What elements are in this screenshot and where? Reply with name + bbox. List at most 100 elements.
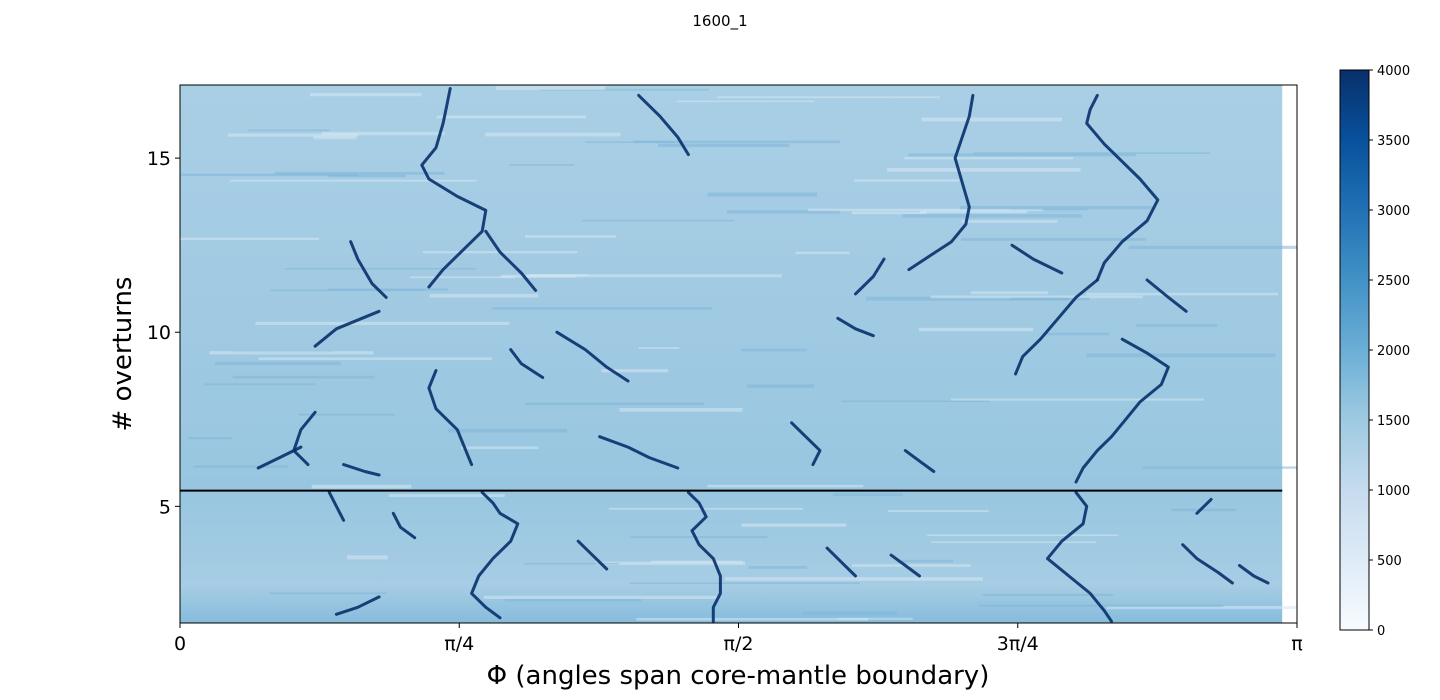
plume-trace bbox=[686, 490, 722, 623]
heatmap-streak bbox=[960, 205, 1153, 210]
x-tick-label: π/4 bbox=[444, 633, 474, 655]
heatmap-streak bbox=[950, 398, 1204, 401]
plume-trace bbox=[825, 546, 857, 578]
heatmap-streak bbox=[717, 96, 940, 99]
plume-trace bbox=[1010, 243, 1064, 275]
plume-traces bbox=[256, 87, 1270, 623]
heatmap-streak bbox=[232, 375, 375, 379]
heatmap-streak bbox=[321, 131, 445, 136]
heatmap-streak bbox=[840, 400, 990, 403]
heatmap-streak bbox=[215, 361, 341, 365]
y-tick-label: 10 bbox=[147, 322, 171, 344]
plume-trace bbox=[484, 229, 538, 292]
colorbar-tick-label: 3000 bbox=[1377, 204, 1410, 219]
heatmap-streak bbox=[410, 276, 516, 279]
plume-trace bbox=[1195, 497, 1213, 515]
heatmap-streak bbox=[608, 507, 804, 510]
heatmap-streak bbox=[930, 295, 1143, 299]
heatmap-streak bbox=[204, 383, 316, 386]
heatmap-streak bbox=[927, 534, 1119, 536]
plume-trace bbox=[907, 93, 975, 272]
heatmap-streak bbox=[901, 559, 954, 563]
y-tick-label: 5 bbox=[159, 496, 171, 518]
colorbar-gradient bbox=[1339, 69, 1370, 631]
colorbar: 0 500 1000 1500 2000 2500 3000 3500 4000 bbox=[1339, 64, 1410, 639]
heatmap-streak bbox=[347, 555, 388, 560]
heatmap-streak bbox=[727, 210, 840, 214]
x-tick-label: 0 bbox=[174, 633, 186, 655]
heatmap-streak bbox=[636, 617, 869, 621]
heatmap-streak bbox=[740, 348, 807, 352]
heatmap-streak bbox=[741, 523, 847, 527]
heatmap-streak bbox=[227, 133, 359, 137]
plume-trace bbox=[391, 511, 417, 540]
heatmap-streak bbox=[582, 219, 735, 222]
plume-trace bbox=[790, 421, 822, 467]
heatmap-streak bbox=[658, 143, 790, 148]
heatmap-streak bbox=[1135, 323, 1218, 327]
colorbar-tick-label: 0 bbox=[1377, 624, 1385, 639]
colorbar-ticks: 0 500 1000 1500 2000 2500 3000 3500 4000 bbox=[1369, 64, 1410, 639]
heatmap-streak bbox=[707, 484, 864, 488]
heatmap-streak bbox=[807, 208, 1044, 212]
heatmap-streak bbox=[1010, 297, 1090, 301]
heatmap-streak bbox=[388, 494, 505, 497]
heatmap-streak bbox=[436, 115, 587, 119]
heatmap-streak bbox=[429, 293, 539, 298]
heatmap-streak bbox=[748, 566, 808, 569]
heatmap-streak bbox=[584, 141, 675, 143]
heatmap-streak bbox=[795, 251, 850, 255]
heatmap-streak bbox=[187, 437, 232, 440]
heatmap-streak bbox=[1010, 208, 1088, 211]
x-axis: 0 π/4 π/2 3π/4 π bbox=[174, 623, 1303, 655]
heatmap-streak bbox=[854, 179, 960, 182]
heatmap-streak bbox=[524, 562, 620, 565]
colorbar-tick-label: 2500 bbox=[1377, 274, 1410, 289]
heatmap-streak bbox=[902, 214, 1082, 218]
heatmap-streak bbox=[460, 446, 539, 450]
heatmap-streak bbox=[931, 541, 1097, 543]
plume-trace bbox=[427, 369, 474, 467]
heatmap-streak bbox=[725, 577, 983, 581]
y-tick-label: 15 bbox=[147, 148, 171, 170]
heatmap-streak bbox=[230, 179, 477, 182]
heatmap-streak bbox=[180, 173, 359, 177]
plume-trace bbox=[256, 445, 303, 470]
plume-trace bbox=[1014, 278, 1099, 376]
colorbar-tick-label: 3500 bbox=[1377, 134, 1410, 149]
heatmap-streak bbox=[918, 327, 1034, 332]
plume-trace bbox=[598, 435, 680, 470]
x-tick-label: π/2 bbox=[724, 633, 754, 655]
heatmap-streak bbox=[248, 129, 330, 132]
heatmap-streak bbox=[601, 369, 669, 373]
heatmap-streak bbox=[495, 85, 606, 90]
plume-trace bbox=[1181, 543, 1234, 585]
colorbar-tick-label: 4000 bbox=[1377, 64, 1410, 79]
heatmap-streak bbox=[633, 140, 841, 144]
heatmap-streak bbox=[525, 402, 704, 406]
heatmap-streak bbox=[919, 210, 1028, 214]
heatmap-streak bbox=[973, 152, 1211, 154]
plume-trace bbox=[889, 553, 921, 578]
heatmap-streak bbox=[209, 351, 374, 355]
heatmap-streak bbox=[1045, 332, 1110, 336]
colorbar-tick-label: 500 bbox=[1377, 554, 1402, 569]
plume-trace bbox=[555, 330, 630, 383]
heatmap-streak bbox=[638, 347, 680, 349]
heatmap-streak bbox=[1141, 466, 1297, 469]
heatmap-streak bbox=[961, 238, 1146, 241]
heatmap-streak bbox=[865, 296, 1069, 301]
plume-trace bbox=[637, 93, 690, 157]
heatmap-streak bbox=[629, 582, 860, 585]
heatmap-streak bbox=[802, 611, 898, 616]
heatmap-streak bbox=[328, 288, 448, 291]
heatmap-streak bbox=[193, 465, 288, 468]
heatmap-streak bbox=[255, 321, 510, 325]
heatmap-streak bbox=[309, 92, 422, 97]
heatmap-streak bbox=[526, 274, 782, 278]
heatmap-streak bbox=[504, 598, 642, 602]
heatmap-streak bbox=[921, 117, 1062, 122]
heatmap-streak bbox=[982, 593, 1114, 596]
x-tick-label: 3π/4 bbox=[997, 633, 1039, 655]
